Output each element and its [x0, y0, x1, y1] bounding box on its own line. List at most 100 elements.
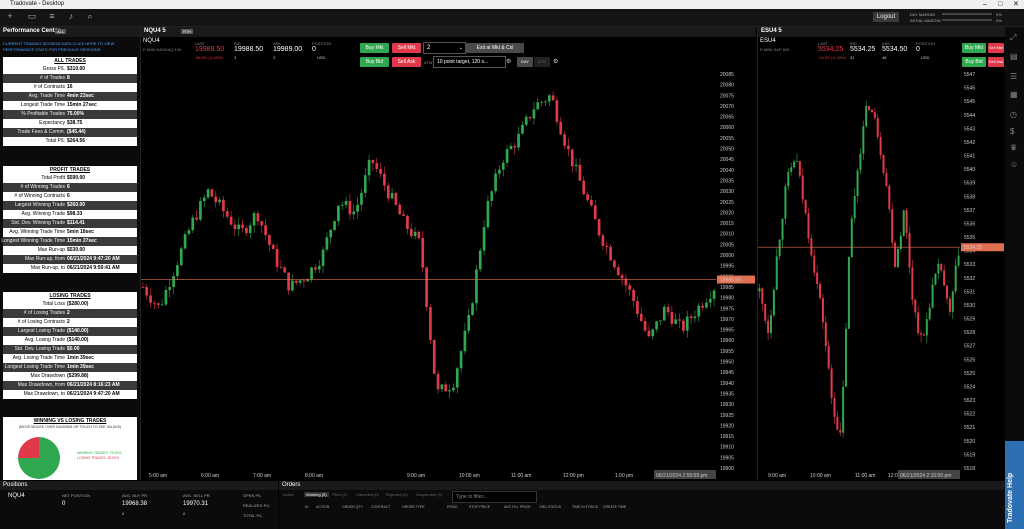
- position-symbol[interactable]: NQU4: [8, 493, 25, 499]
- dollar-icon[interactable]: $: [1010, 127, 1015, 136]
- add-icon[interactable]: +: [7, 11, 13, 21]
- quotes-icon[interactable]: ≡: [49, 11, 55, 21]
- losing-value: 06/21/2024 9:47:20 AM: [67, 391, 120, 397]
- nq-candle-body: [363, 175, 367, 193]
- nq-candle-body: [659, 320, 662, 322]
- bell-icon[interactable]: ♪: [68, 11, 74, 21]
- nq-candle-body: [590, 199, 593, 206]
- gear-icon[interactable]: ⚙: [506, 59, 512, 65]
- es-candlestick-chart[interactable]: 5547 5546 5545 5544 5543 5542 5541 5540 5539 5538…: [758, 72, 1005, 480]
- es-candle-body: [798, 160, 801, 176]
- chart-icon[interactable]: ▤: [1010, 52, 1018, 61]
- nq-candle-body: [256, 213, 260, 222]
- nq-position: 0: [312, 46, 316, 53]
- nq-chart-tab[interactable]: NQU4 5 RTH: [141, 27, 756, 37]
- es-candle-body: [865, 105, 868, 127]
- nq-bid-label: BID: [234, 41, 241, 46]
- layout-icon[interactable]: ▭: [27, 11, 37, 21]
- nq-candle-body: [153, 302, 156, 304]
- nq-candle-body: [532, 109, 536, 119]
- maximize-icon[interactable]: □: [998, 1, 1003, 8]
- orders-column-header[interactable]: TIME IN FORCE: [572, 505, 599, 509]
- es-sell-mkt-button[interactable]: Sell Mkt: [988, 43, 1004, 53]
- nq-candle-body: [651, 329, 655, 337]
- all-label: Avg. Trade Time: [28, 93, 65, 99]
- orders-column-header[interactable]: ORD STATUS: [539, 505, 562, 509]
- nq-atm-select[interactable]: 10 point target, 120 s...: [433, 56, 506, 68]
- grid-icon[interactable]: ▦: [1010, 90, 1018, 99]
- nq-y-tick: 20040: [720, 168, 734, 174]
- all-row: Gross P/L $310.00: [3, 65, 137, 74]
- orders-column-header[interactable]: PRICE: [447, 505, 458, 509]
- settings-icon[interactable]: ⚙: [553, 59, 559, 65]
- win-lose-pie[interactable]: WINNING TRADES: 75.00% LOSING TRADES: 25…: [3, 432, 137, 480]
- es-buy-bid-button[interactable]: Buy Bid: [962, 57, 986, 67]
- orders-column-header[interactable]: AVG FILL PRICE: [504, 505, 531, 509]
- orders-filter-tab[interactable]: Suspended (0): [416, 492, 443, 497]
- positions-tab[interactable]: Positions: [0, 481, 278, 490]
- es-y-tick: 5536: [964, 221, 975, 227]
- performance-tab[interactable]: Performance Center ALL: [0, 27, 140, 37]
- orders-column-header[interactable]: CREATE TIME: [603, 505, 627, 509]
- nq-x-tick: 8:00 am: [305, 473, 323, 479]
- orders-filter-tab[interactable]: Working (0): [304, 492, 329, 497]
- sell-count: 8: [183, 511, 186, 516]
- nq-candle-body: [229, 216, 233, 225]
- logout-button[interactable]: Logout: [873, 12, 899, 22]
- nq-tab-badge[interactable]: RTH: [181, 29, 194, 34]
- es-candle-body: [772, 289, 775, 316]
- list-icon[interactable]: ☰: [1010, 72, 1018, 81]
- es-candle-body: [778, 239, 781, 257]
- nq-y-tick: 20085: [720, 72, 734, 78]
- orders-column-header[interactable]: ACTION: [316, 505, 330, 509]
- close-icon[interactable]: ✕: [1013, 1, 1019, 8]
- session-note-link[interactable]: CURRENT TRADING SESSION DATA CLICK HERE …: [3, 41, 115, 46]
- orders-filter-tab[interactable]: Active: [283, 492, 294, 497]
- losing-value: ($140.00): [67, 337, 89, 343]
- es-change: -10.25 (-0.18%): [818, 55, 846, 60]
- orders-filter-tab[interactable]: Rejected (0): [386, 492, 408, 497]
- nq-qty-select[interactable]: 2 ⌄: [423, 42, 466, 54]
- pie-slice-losing[interactable]: [18, 437, 39, 458]
- nq-candle-body: [636, 300, 639, 314]
- es-y-tick: 5529: [964, 317, 975, 323]
- es-sell-ask-button[interactable]: Sell Ask: [988, 57, 1004, 67]
- orders-filter-tab[interactable]: Filled (0): [332, 492, 348, 497]
- nq-candle-body: [647, 330, 651, 337]
- orders-panel: Orders: [279, 481, 1005, 529]
- orders-column-header[interactable]: ID: [305, 505, 309, 509]
- orders-tab[interactable]: Orders: [279, 481, 1005, 490]
- es-candle-body: [943, 270, 946, 286]
- orders-filter-tab[interactable]: Canceled (0): [356, 492, 379, 497]
- nq-tif-gtc-button[interactable]: GTC: [534, 57, 550, 67]
- orders-column-header[interactable]: ORDER TYPE: [402, 505, 425, 509]
- day-margin-pct: 0%: [996, 12, 1002, 17]
- session-note-link-2[interactable]: PERFORMANCE STATS FOR PREVIOUS SESSIONS: [3, 47, 101, 52]
- nq-buy-bid-button[interactable]: Buy Bid: [360, 57, 389, 67]
- nq-ask: 19989.00: [273, 46, 303, 53]
- orders-filter-input[interactable]: Type to filter...: [452, 491, 537, 503]
- clock-icon[interactable]: ◷: [1010, 110, 1017, 119]
- all-row: % Profitable Trades 75.00%: [3, 110, 137, 119]
- es-buy-mkt-button[interactable]: Buy Mkt: [962, 43, 986, 53]
- es-chart-tab[interactable]: ESU4 5: [758, 27, 1005, 37]
- nq-candlestick-chart[interactable]: 20085 20080 20075 20070 20065 20060 20055 20050…: [141, 72, 756, 480]
- nq-buy-mkt-button[interactable]: Buy Mkt: [360, 43, 389, 53]
- nq-sell-ask-button[interactable]: Sell Ask: [392, 57, 421, 67]
- nq-tif-day-button[interactable]: DAY: [517, 57, 533, 67]
- performance-tab-badge[interactable]: ALL: [55, 29, 67, 34]
- nq-candle-body: [371, 159, 375, 164]
- es-y-tick: 5540: [964, 167, 975, 173]
- minimize-icon[interactable]: –: [983, 1, 987, 8]
- orders-column-header[interactable]: CONTRACT: [371, 505, 391, 509]
- search-icon[interactable]: ⌕: [87, 11, 93, 21]
- nq-candle-body: [678, 319, 681, 321]
- nq-sell-mkt-button[interactable]: Sell Mkt: [392, 43, 421, 53]
- user-icon[interactable]: ☺: [1010, 160, 1019, 169]
- expand-icon[interactable]: ⤢: [1010, 33, 1017, 42]
- orders-column-header[interactable]: STOP PRICE: [469, 505, 491, 509]
- trophy-icon[interactable]: ♛: [1010, 143, 1018, 152]
- orders-column-header[interactable]: ORDER QTY: [342, 505, 363, 509]
- tradovate-help-button[interactable]: Tradovate Help: [1005, 441, 1024, 529]
- nq-exit-at-mkt-button[interactable]: Exit at Mkt & Cxl: [466, 43, 524, 53]
